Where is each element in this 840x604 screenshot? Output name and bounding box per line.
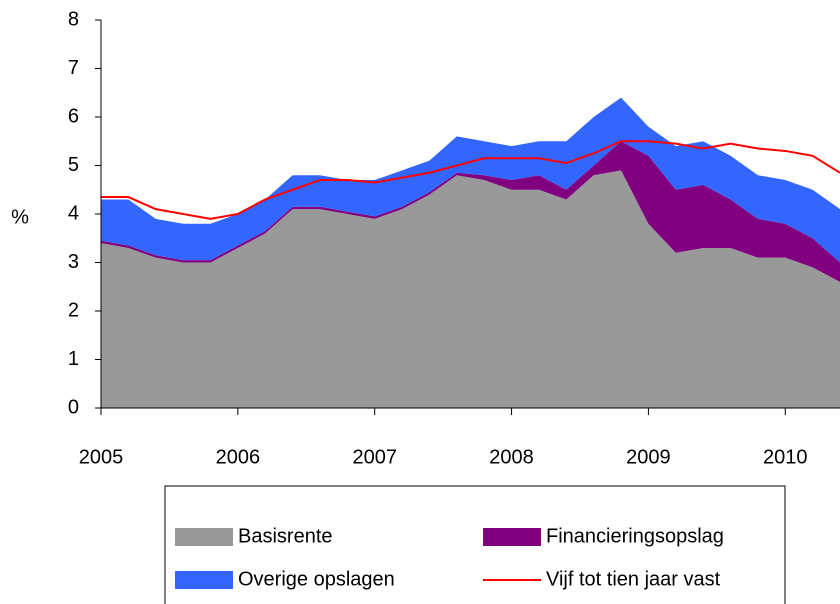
- y-tick-label: 2: [68, 299, 79, 321]
- x-tick-label: 2008: [489, 446, 534, 468]
- legend-swatch: [483, 528, 541, 546]
- y-tick-label: 7: [68, 57, 79, 79]
- area: [101, 97, 840, 263]
- line: [101, 140, 840, 220]
- x-tick-label: 2009: [626, 446, 671, 468]
- area: [101, 170, 840, 408]
- y-tick-label: 5: [68, 154, 79, 176]
- x-tick-label: 2007: [352, 446, 397, 468]
- y-tick-label: 0: [68, 396, 79, 418]
- legend-label: Financieringsopslag: [546, 525, 724, 547]
- legend-swatch: [175, 528, 233, 546]
- y-tick-label: 3: [68, 251, 79, 273]
- legend-box: [164, 485, 786, 604]
- x-tick-label: 2006: [216, 446, 261, 468]
- y-axis-label: %: [11, 206, 29, 228]
- y-tick-label: 6: [68, 105, 79, 127]
- legend-swatch: [175, 571, 233, 589]
- y-tick-label: 8: [68, 8, 79, 30]
- legend-label: Basisrente: [238, 525, 333, 547]
- legend-label: Overige opslagen: [238, 568, 395, 590]
- x-tick-label: 2010: [763, 446, 808, 468]
- y-tick-label: 4: [68, 202, 79, 224]
- x-tick-label: 2005: [79, 446, 124, 468]
- area: [101, 141, 840, 282]
- y-tick-label: 1: [68, 348, 79, 370]
- legend-label: Vijf tot tien jaar vast: [546, 568, 721, 590]
